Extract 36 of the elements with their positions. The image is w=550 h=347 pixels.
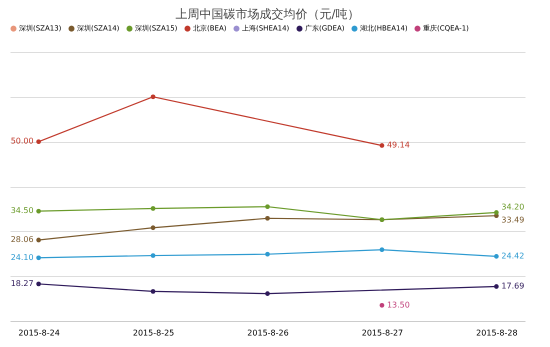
x-tick-label: 2015-8-24: [18, 328, 60, 338]
point: [494, 210, 499, 215]
point: [380, 247, 384, 252]
data-label: 24.42: [501, 251, 524, 260]
data-label: 17.69: [501, 282, 524, 291]
point: [150, 289, 156, 294]
data-label: 49.14: [386, 140, 410, 150]
data-label: 13.50: [386, 300, 410, 310]
data-label: 24.10: [10, 252, 34, 262]
point: [265, 252, 270, 257]
point: [150, 253, 156, 258]
x-tick-label: 2015-8-26: [247, 328, 289, 338]
data-label: 28.06: [10, 235, 34, 244]
point: [380, 143, 384, 148]
point: [36, 255, 41, 260]
point: [150, 94, 156, 100]
data-label: 18.27: [10, 278, 34, 288]
data-label: 50.00: [10, 136, 34, 146]
point: [265, 291, 270, 296]
data-label: 34.20: [501, 202, 524, 212]
point: [36, 208, 41, 214]
data-label: 33.49: [501, 216, 524, 225]
x-tick-label: 2015-8-28: [476, 328, 518, 338]
x-tick-label: 2015-8-27: [362, 328, 404, 338]
x-tick-label: 2015-8-25: [132, 328, 174, 338]
chart-title: 上周中国碳市场成交均价（元/吨）: [175, 7, 360, 21]
point: [265, 204, 270, 210]
point: [36, 139, 41, 144]
point: [36, 282, 41, 286]
data-label: 34.50: [10, 206, 34, 216]
point: [494, 254, 499, 259]
point: [265, 216, 270, 221]
point: [150, 225, 156, 230]
point: [36, 238, 41, 242]
point: [494, 284, 499, 289]
point: [150, 206, 156, 211]
